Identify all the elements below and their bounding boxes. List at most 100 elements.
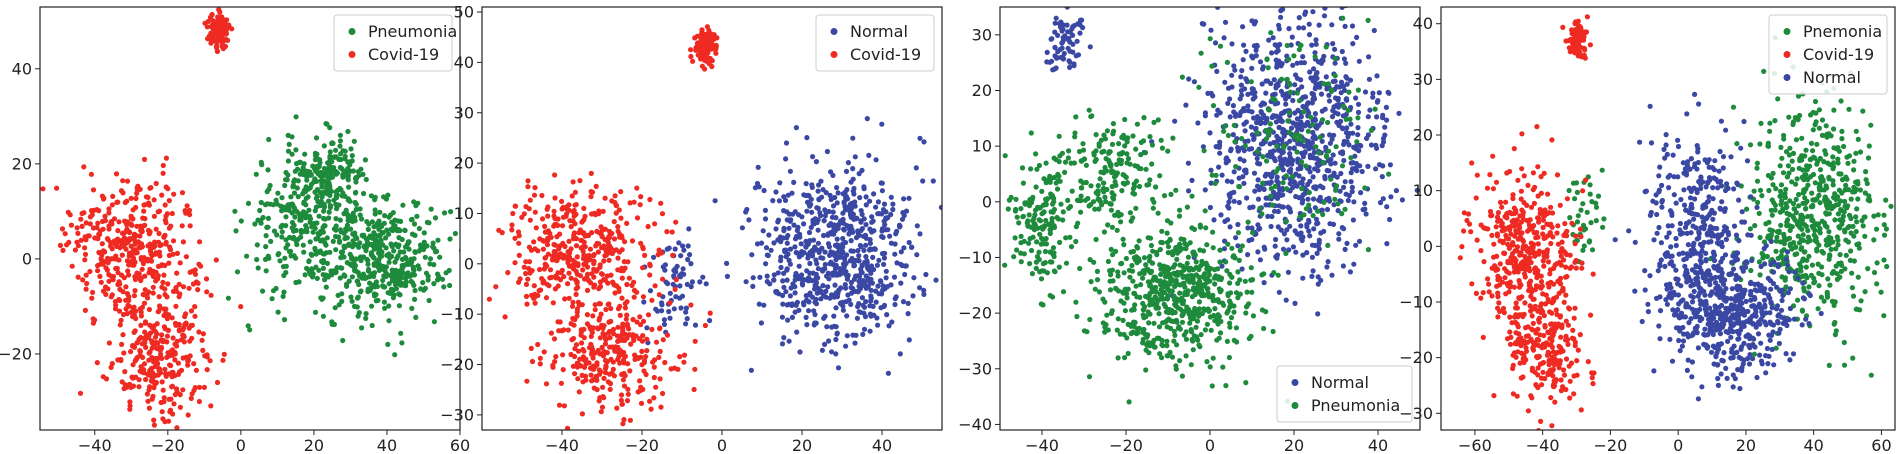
data-point: [599, 227, 606, 233]
data-point: [890, 206, 896, 213]
x-tick-label: 40: [872, 436, 892, 454]
data-point: [409, 216, 415, 222]
data-point: [785, 232, 791, 239]
data-point: [848, 301, 854, 307]
data-point: [121, 439, 126, 444]
data-point: [211, 23, 217, 29]
data-point: [1255, 249, 1261, 255]
data-point: [303, 215, 309, 221]
data-point: [392, 352, 398, 358]
data-point: [837, 266, 843, 272]
data-point: [881, 255, 888, 261]
data-point: [1032, 212, 1038, 218]
data-point: [614, 333, 621, 339]
data-point: [1215, 7, 1221, 10]
data-point: [134, 340, 140, 346]
data-point: [1342, 23, 1348, 29]
data-point: [620, 377, 627, 383]
data-point: [565, 281, 571, 287]
data-point: [651, 364, 657, 370]
x-tick-label: −20: [625, 436, 659, 454]
y-tick-label: −30: [440, 405, 474, 424]
legend-label: Pneumonia: [368, 22, 457, 41]
data-point: [868, 276, 874, 282]
data-point: [784, 217, 790, 223]
data-point: [1190, 338, 1196, 344]
data-point: [762, 207, 769, 213]
data-point: [572, 316, 578, 323]
data-point: [855, 231, 862, 237]
data-point: [353, 179, 359, 185]
data-point: [882, 250, 888, 256]
data-point: [269, 296, 275, 302]
data-point: [257, 207, 263, 214]
data-point: [106, 278, 112, 284]
data-point: [263, 233, 269, 239]
data-point: [852, 199, 858, 205]
data-point: [95, 236, 101, 242]
data-point: [1309, 273, 1315, 279]
data-point: [779, 314, 786, 320]
data-point: [260, 288, 266, 294]
data-point: [259, 162, 265, 168]
data-point: [840, 235, 846, 242]
data-point: [1374, 114, 1380, 120]
data-point: [120, 178, 126, 184]
data-point: [335, 292, 341, 298]
data-point: [1237, 247, 1243, 254]
data-point: [275, 309, 281, 315]
data-point: [252, 221, 258, 227]
data-point: [1073, 299, 1079, 305]
data-point: [634, 319, 640, 325]
data-point: [855, 303, 861, 310]
data-point: [153, 339, 159, 345]
legend-box: [333, 14, 453, 72]
data-point: [167, 247, 174, 253]
data-point: [1278, 118, 1284, 124]
data-point: [1124, 335, 1130, 341]
data-point: [568, 275, 574, 281]
data-point: [1277, 41, 1283, 48]
data-point: [647, 288, 654, 294]
data-point: [787, 246, 794, 252]
data-point: [1291, 179, 1297, 185]
data-point: [640, 294, 647, 300]
data-point: [622, 239, 628, 245]
data-point: [1184, 291, 1190, 297]
data-point: [109, 361, 115, 367]
data-point: [1357, 163, 1363, 169]
data-point: [1091, 259, 1097, 265]
data-point: [411, 267, 417, 273]
data-point: [1222, 79, 1228, 85]
data-point: [1229, 84, 1235, 90]
data-point: [291, 179, 297, 185]
data-point: [293, 147, 299, 153]
data-point: [390, 227, 396, 234]
data-point: [1248, 333, 1254, 339]
data-point: [831, 226, 837, 233]
data-point: [98, 279, 104, 285]
data-point: [1192, 305, 1198, 312]
data-point: [824, 148, 831, 155]
data-point: [1249, 289, 1255, 295]
data-point: [1020, 213, 1026, 219]
data-point: [1217, 330, 1224, 336]
data-point: [171, 191, 177, 197]
data-point: [138, 322, 144, 328]
data-point: [859, 295, 866, 301]
data-point: [910, 293, 916, 299]
data-point: [724, 260, 730, 266]
data-point: [1233, 235, 1239, 241]
data-point: [684, 281, 690, 287]
data-point: [886, 323, 892, 329]
data-point: [117, 286, 123, 292]
data-point: [1241, 121, 1247, 127]
data-point: [1118, 298, 1124, 304]
data-point: [1320, 57, 1326, 64]
data-point: [363, 311, 369, 317]
data-point: [1334, 174, 1340, 180]
data-point: [86, 233, 92, 239]
data-point: [156, 208, 163, 214]
data-point: [831, 313, 837, 319]
data-point: [279, 229, 285, 235]
